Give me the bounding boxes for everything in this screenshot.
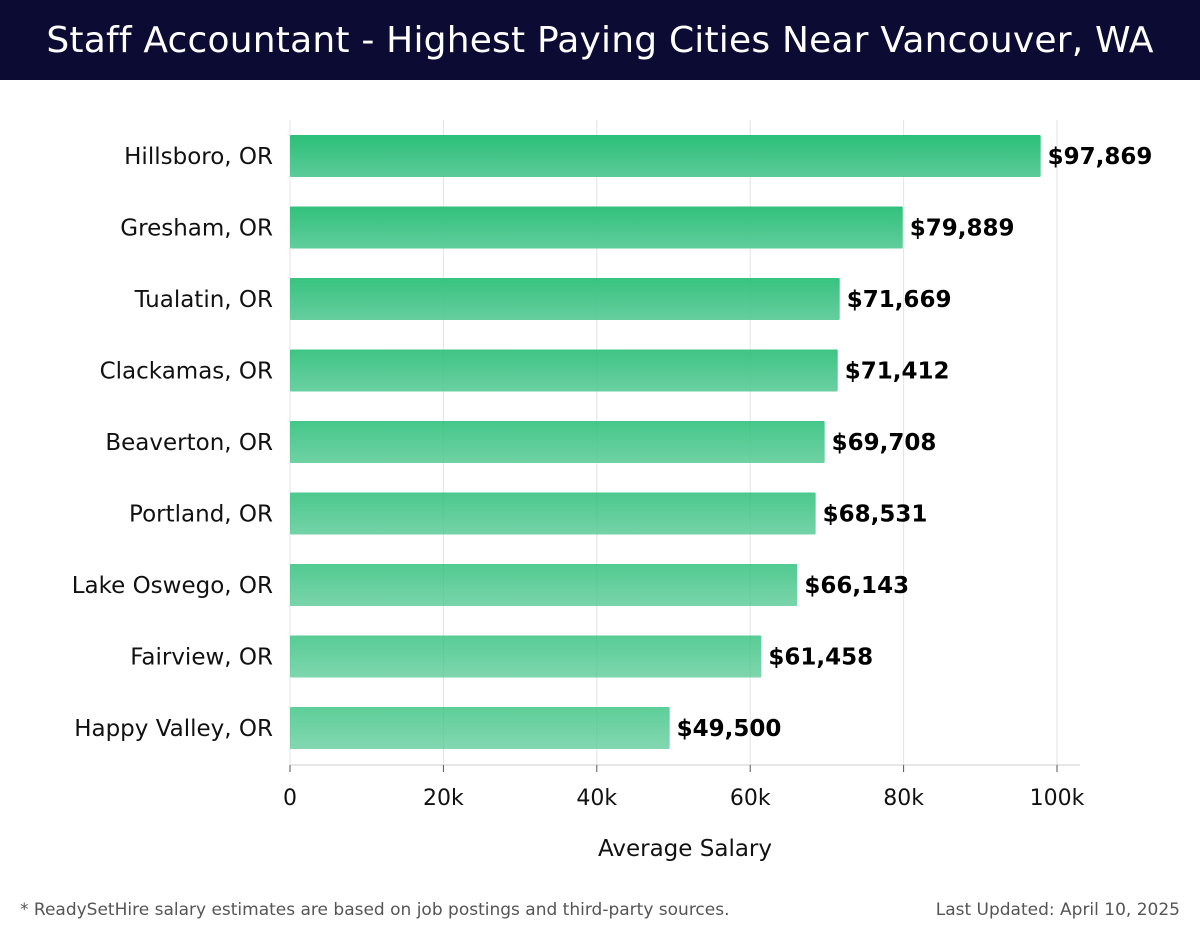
- x-tick-label: 60k: [730, 786, 771, 811]
- x-axis: 0 20k 40k 60k 80k 100k: [283, 764, 1085, 811]
- bars: [290, 135, 1041, 749]
- x-axis-title: Average Salary: [598, 836, 772, 862]
- bar: [290, 707, 670, 749]
- x-tick-label: 40k: [576, 786, 617, 811]
- bar: [290, 421, 825, 463]
- x-tick-label: 80k: [883, 786, 924, 811]
- bar: [290, 635, 762, 678]
- value-label: $68,531: [823, 502, 928, 528]
- footer-note: * ReadySetHire salary estimates are base…: [20, 900, 730, 920]
- bar: [290, 278, 840, 320]
- x-tick-label: 100k: [1030, 786, 1085, 811]
- category-label: Gresham, OR: [120, 216, 273, 242]
- x-tick-label: 0: [283, 786, 297, 811]
- category-label: Beaverton, OR: [105, 430, 273, 456]
- chart-title: Staff Accountant - Highest Paying Cities…: [0, 0, 1200, 80]
- category-label: Hillsboro, OR: [124, 144, 273, 170]
- value-label: $69,708: [832, 430, 937, 456]
- value-label: $49,500: [677, 716, 782, 742]
- category-label: Clackamas, OR: [100, 359, 273, 385]
- bar: [290, 349, 838, 392]
- value-label: $79,889: [910, 216, 1015, 242]
- value-label: $66,143: [804, 573, 909, 599]
- x-tick-label: 20k: [423, 786, 464, 811]
- bar: [290, 564, 798, 606]
- bar: [290, 135, 1041, 177]
- value-label: $71,412: [845, 359, 950, 385]
- category-labels: Hillsboro, OR Gresham, OR Tualatin, OR Clac…: [72, 144, 273, 742]
- value-label: $71,669: [847, 287, 952, 313]
- category-label: Tualatin, OR: [134, 287, 273, 313]
- value-label: $61,458: [768, 645, 873, 671]
- value-labels: $97,869 $79,889 $71,669 $71,412 $69,708 $68,5…: [677, 144, 1153, 742]
- category-label: Lake Oswego, OR: [72, 573, 273, 599]
- bar-chart: Hillsboro, OR Gresham, OR Tualatin, OR Clac…: [72, 120, 1153, 862]
- category-label: Portland, OR: [129, 502, 273, 528]
- bar: [290, 492, 816, 535]
- last-updated: Last Updated: April 10, 2025: [935, 900, 1180, 920]
- category-label: Happy Valley, OR: [74, 716, 273, 742]
- bar: [290, 206, 903, 249]
- value-label: $97,869: [1048, 144, 1153, 170]
- category-label: Fairview, OR: [130, 645, 273, 671]
